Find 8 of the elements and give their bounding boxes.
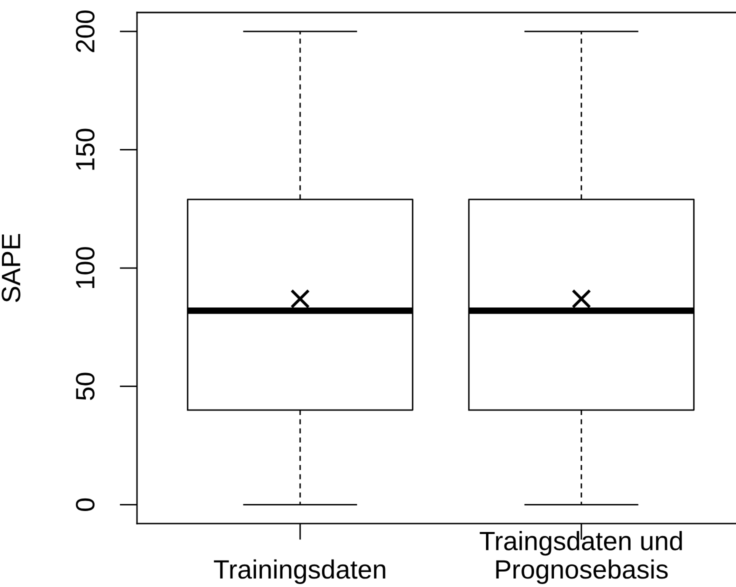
y-tick-label: 50 [76,372,95,400]
y-tick-label: 200 [76,10,95,52]
y-axis-title: SAPE [2,234,20,302]
y-tick-label: 150 [76,128,95,170]
x-tick-label: Trainingsdaten [214,559,386,584]
x-tick-label: Traingsdaten und Prognosebasis [480,530,682,584]
y-tick-label: 100 [76,247,95,288]
y-tick-label: 0 [76,498,95,511]
